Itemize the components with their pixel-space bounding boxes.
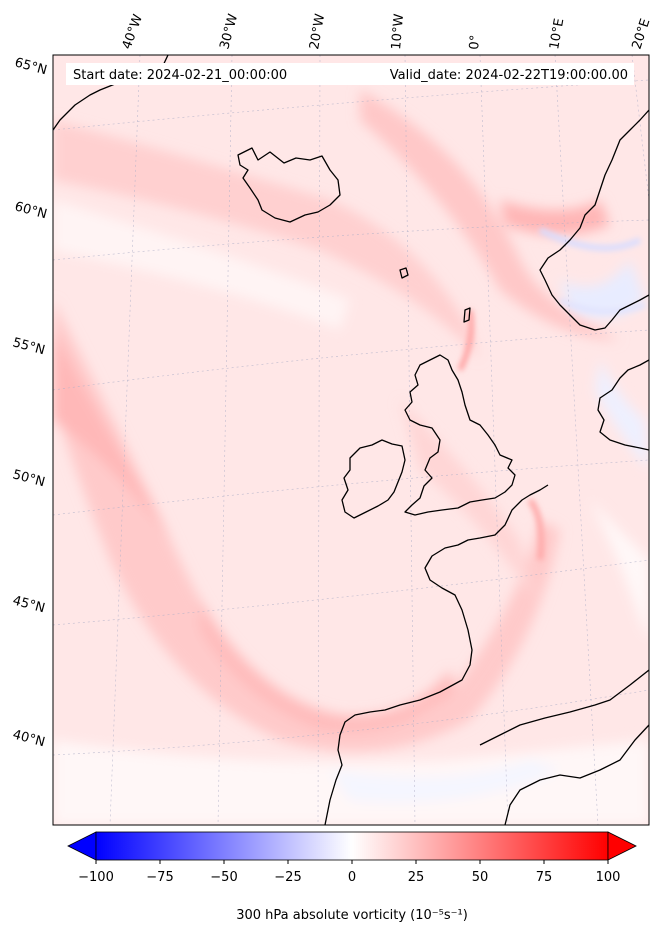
colorbar-tick-label: 75 <box>536 870 553 885</box>
france-iberia-coast <box>324 484 549 825</box>
lon-label-20w: 20°W <box>307 13 328 51</box>
colorbar-tick-label: −100 <box>78 870 114 885</box>
iceland-coast <box>237 147 341 223</box>
lat-label-65n: 65°N <box>13 55 49 78</box>
colorbar-tick-label: −25 <box>274 870 301 885</box>
lon-label-20e: 20°E <box>630 17 654 51</box>
lon-label-10e: 10°E <box>547 17 567 50</box>
colorbar-tick-label: −50 <box>210 870 237 885</box>
lat-label-45n: 45°N <box>11 593 47 616</box>
mediterranean-coast <box>479 669 649 746</box>
vorticity-minima-streaks <box>457 227 646 561</box>
valid-date-label: Valid_date: 2024-02-22T19:00:00.00 <box>390 68 628 83</box>
lat-label-50n: 50°N <box>11 467 47 490</box>
date-header: Start date: 2024-02-21_00:00:00 Valid_da… <box>66 63 634 85</box>
denmark-baltic-coast <box>597 359 649 451</box>
start-date-label: Start date: 2024-02-21_00:00:00 <box>73 68 287 83</box>
colorbar-label: 300 hPa absolute vorticity (10⁻⁵s⁻¹) <box>236 908 468 923</box>
colorbar-tick-label: 0 <box>348 870 356 885</box>
faroe-islands <box>399 267 409 279</box>
date-header-background <box>66 63 634 85</box>
great-britain-coast <box>404 354 516 516</box>
colorbar-tick-label: −75 <box>146 870 173 885</box>
lon-label-0: 0° <box>467 34 483 50</box>
colorbar-tick-label: 100 <box>596 870 621 885</box>
colorbar: −100 −75 −50 −25 0 25 50 75 100 300 hPa absolute… <box>67 831 637 923</box>
longitude-labels: 40°W 30°W 20°W 10°W 0° 10°E 20°E <box>120 12 654 51</box>
graticule <box>53 55 649 825</box>
vorticity-field-shading <box>53 90 649 825</box>
lat-label-55n: 55°N <box>11 335 47 358</box>
map-panel <box>53 55 649 825</box>
colorbar-tick-label: 25 <box>408 870 425 885</box>
map-frame <box>52 54 650 826</box>
colorbar-extend-left <box>67 831 97 861</box>
latitude-labels: 65°N 60°N 55°N 50°N 45°N 40°N <box>11 55 49 750</box>
lat-label-60n: 60°N <box>13 199 49 222</box>
colorbar-tick-label: 50 <box>472 870 489 885</box>
north-africa-coast <box>504 724 649 825</box>
lon-label-10w: 10°W <box>389 13 407 50</box>
colorbar-extend-right <box>607 831 637 861</box>
lon-label-40w: 40°W <box>120 12 146 51</box>
lon-label-30w: 30°W <box>217 12 241 51</box>
colorbar-gradient <box>95 831 609 861</box>
lat-label-40n: 40°N <box>11 727 47 750</box>
colorbar-ticks: −100 −75 −50 −25 0 25 50 75 100 <box>78 860 620 885</box>
shetland-islands <box>463 307 471 323</box>
ireland-coast <box>341 439 406 519</box>
norway-coast <box>539 109 649 331</box>
